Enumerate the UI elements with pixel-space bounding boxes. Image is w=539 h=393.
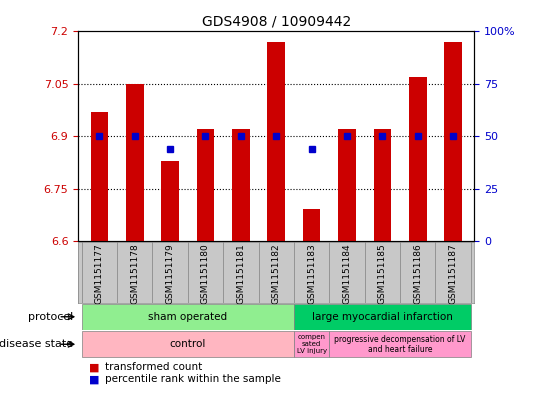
- Bar: [267, 42, 285, 241]
- Text: compen
sated
LV injury: compen sated LV injury: [296, 334, 327, 354]
- Bar: [303, 209, 321, 241]
- Text: protocol: protocol: [27, 312, 73, 322]
- Bar: [374, 129, 391, 241]
- Bar: [82, 331, 294, 357]
- Title: GDS4908 / 10909442: GDS4908 / 10909442: [202, 15, 351, 29]
- Text: GSM1151181: GSM1151181: [237, 244, 245, 304]
- Bar: [409, 77, 426, 241]
- Text: GSM1151184: GSM1151184: [342, 244, 351, 304]
- Text: GSM1151179: GSM1151179: [165, 244, 175, 304]
- Bar: [197, 129, 215, 241]
- Text: large myocardial infarction: large myocardial infarction: [312, 312, 453, 322]
- Text: transformed count: transformed count: [105, 362, 202, 373]
- Text: ■: ■: [89, 362, 99, 373]
- Text: GSM1151186: GSM1151186: [413, 244, 422, 304]
- Text: GSM1151182: GSM1151182: [272, 244, 281, 304]
- Bar: [294, 304, 471, 330]
- Text: control: control: [170, 339, 206, 349]
- Bar: [294, 331, 329, 357]
- Text: disease state: disease state: [0, 339, 73, 349]
- Text: GSM1151177: GSM1151177: [95, 244, 104, 304]
- Text: GSM1151185: GSM1151185: [378, 244, 387, 304]
- Text: GSM1151187: GSM1151187: [448, 244, 458, 304]
- Bar: [444, 42, 462, 241]
- Bar: [329, 331, 471, 357]
- Text: percentile rank within the sample: percentile rank within the sample: [105, 374, 281, 384]
- Bar: [338, 129, 356, 241]
- Bar: [82, 304, 294, 330]
- Text: sham operated: sham operated: [148, 312, 227, 322]
- Text: GSM1151178: GSM1151178: [130, 244, 139, 304]
- Text: ■: ■: [89, 374, 99, 384]
- Bar: [126, 84, 143, 241]
- Text: progressive decompensation of LV
and heart failure: progressive decompensation of LV and hea…: [334, 334, 466, 354]
- Text: GSM1151180: GSM1151180: [201, 244, 210, 304]
- Bar: [161, 161, 179, 241]
- Bar: [232, 129, 250, 241]
- Text: GSM1151183: GSM1151183: [307, 244, 316, 304]
- Bar: [91, 112, 108, 241]
